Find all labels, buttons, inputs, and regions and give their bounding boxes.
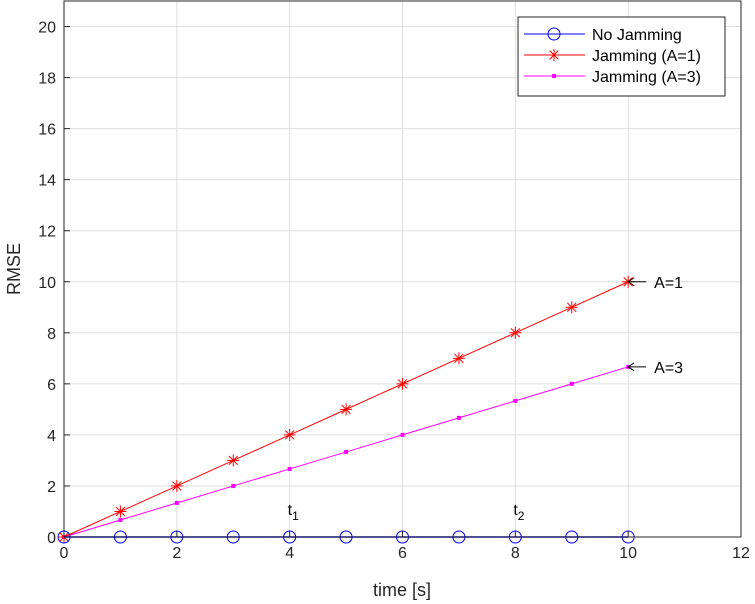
legend-swatch-marker (548, 49, 560, 61)
data-point (114, 505, 127, 518)
x-tick-label: 4 (285, 545, 294, 562)
y-axis-label: RMSE (4, 243, 24, 295)
data-point (456, 415, 461, 420)
legend-item: Jamming (A=1) (524, 48, 701, 65)
legend-label: Jamming (A=1) (592, 48, 701, 65)
legend-label: No Jamming (592, 27, 682, 44)
y-tick-label: 18 (38, 71, 56, 88)
y-tick-label: 16 (38, 122, 56, 139)
y-tick-label: 12 (38, 224, 56, 241)
annotation-label: t2 (513, 502, 524, 523)
x-tick-label: 12 (732, 545, 750, 562)
x-tick-label: 0 (60, 545, 69, 562)
x-tick-label: 8 (511, 545, 520, 562)
data-point (340, 403, 353, 416)
y-tick-label: 4 (47, 428, 56, 445)
y-tick-label: 8 (47, 326, 56, 343)
annotations: A=1 A=3 t1 t2 (288, 275, 684, 523)
annotation-label: A=3 (654, 360, 683, 377)
legend-swatch-marker (547, 27, 561, 41)
annotation-arrowhead (627, 362, 635, 372)
data-point (287, 466, 292, 471)
data-point (400, 432, 405, 437)
x-tick-label: 2 (172, 545, 181, 562)
x-axis-label: time [s] (373, 580, 431, 600)
data-point (509, 326, 522, 339)
data-point (513, 398, 518, 403)
data-point (170, 479, 183, 492)
x-axis-ticks: 0 2 4 6 8 10 12 (60, 531, 750, 562)
data-point (283, 428, 296, 441)
legend-label: Jamming (A=3) (592, 69, 701, 86)
x-tick-label: 10 (619, 545, 637, 562)
legend-swatch-marker (552, 74, 556, 78)
data-point (565, 301, 578, 314)
y-tick-label: 6 (47, 377, 56, 394)
y-tick-label: 14 (38, 173, 56, 190)
y-tick-label: 10 (38, 275, 56, 292)
data-point (227, 454, 240, 467)
y-tick-label: 20 (38, 20, 56, 37)
annotation-arrowhead (627, 277, 635, 287)
data-point (174, 500, 179, 505)
y-axis-ticks: 0 2 4 6 8 10 12 14 16 18 20 (38, 20, 70, 547)
legend: No Jamming Jamming (A=1) Jamming (A=3) (517, 16, 726, 97)
y-tick-label: 2 (47, 479, 56, 496)
data-point (118, 517, 123, 522)
y-tick-label: 0 (47, 530, 56, 547)
series-jamming-a-3 (62, 364, 631, 539)
data-point (569, 381, 574, 386)
data-point (396, 377, 409, 390)
data-point (231, 483, 236, 488)
data-point (452, 352, 465, 365)
legend-item: No Jamming (524, 27, 682, 44)
x-tick-label: 6 (398, 545, 407, 562)
data-point (344, 449, 349, 454)
annotation-label: A=1 (654, 275, 683, 292)
annotation-label: t1 (288, 502, 299, 523)
legend-item: Jamming (A=3) (524, 69, 701, 86)
